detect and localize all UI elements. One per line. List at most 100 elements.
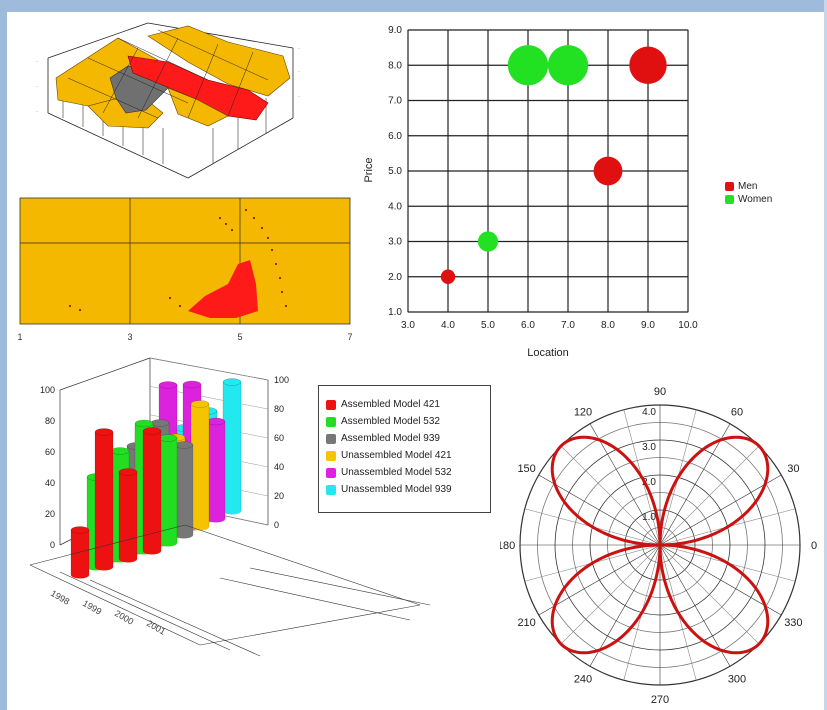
bar3d-bar-top-s3-c3 [150,419,170,427]
polar-angle-label: 210 [517,617,535,629]
bar3d-bar-top-s4-c4 [190,400,210,408]
contour-red-region [188,260,258,318]
bar3d-legend-item-5: Unassembled Model 532 [326,464,490,481]
bar3d-bar-base-s6-c4 [223,507,241,515]
bar3d-chart: 0 0 20 20 40 40 60 60 80 80 100 100 1998 1999 2000 … [29,357,431,657]
bubble-points [440,45,667,284]
polar-spoke [560,544,661,645]
bar3d-z-tick-right: 80 [274,404,284,414]
bubble-men-2 [629,46,667,84]
polar-angle-label: 270 [651,694,669,705]
contour-x-tick-1: 1 [17,332,22,342]
bar3d-bar-base-s5-c4 [207,515,225,523]
svg-text:1998: 1998 [49,588,71,607]
bar3d-legend-swatch-4 [326,450,336,461]
bar3d-z-tick-left: 100 [40,385,55,395]
bar3d-bar-base-s1-c2 [95,563,113,571]
bar3d-bar-base-s1-c1 [71,571,89,579]
polar-chart: 0 30 60 90 120 150 180 210 240 270 300 330 1.0 2.0 3.… [500,386,817,705]
bar3d-bar-s1-c3 [118,471,138,560]
bar3d-legend: Assembled Model 421 Assembled Model 532 … [318,385,491,513]
bar3d-bar-top-s1-c2 [94,428,114,436]
bubble-legend-swatch-women [725,195,734,204]
polar-spoke [538,474,661,546]
bar3d-legend-label-2: Assembled Model 532 [341,416,440,427]
svg-text:·: · [298,69,300,75]
polar-r-label: 3.0 [642,442,656,453]
bar3d-z-tick-right: 60 [274,433,284,443]
polar-spoke [659,445,760,546]
svg-text:·: · [298,46,300,52]
surface-mesh [67,29,269,119]
contour-plot-area [19,197,351,325]
bar3d-bars [70,378,242,579]
bubble-men-0 [440,269,456,284]
bubble-y-tick: 6.0 [388,131,402,142]
bar3d-z-tick-left: 80 [45,416,55,426]
polar-spoke [560,445,661,546]
bubble-x-ticks: 3.0 4.0 5.0 6.0 7.0 8.0 9.0 10.0 [401,320,698,331]
bar3d-bar-base-s1-c4 [143,547,161,555]
bar3d-z-tick-right: 100 [274,375,289,385]
polar-curve [550,435,770,655]
polar-angle-label: 240 [574,673,592,685]
bar3d-bar-top-s1-c4 [142,427,162,435]
bubble-y-tick: 5.0 [388,166,402,177]
bar3d-legend-label-6: Unassembled Model 939 [341,484,452,495]
bar3d-bar-s4-c4 [190,403,210,528]
svg-text:2001: 2001 [145,618,167,637]
bar3d-z-tick-left: 60 [45,447,55,457]
bar3d-legend-item-4: Unassembled Model 421 [326,447,490,464]
contour-x-tick-5: 5 [237,332,242,342]
bar3d-legend-item-1: Assembled Model 421 [326,396,490,413]
bar3d-grid-line [149,357,269,381]
bubble-x-tick: 4.0 [441,320,455,331]
bubble-legend-item-men: Men [725,180,772,193]
bar3d-bar-s1-c1 [70,529,90,576]
svg-text:1999: 1999 [81,598,103,617]
bubble-x-tick: 9.0 [641,320,655,331]
window-frame-top [0,0,827,12]
polar-spoke [538,544,661,616]
bubble-legend-swatch-men [725,182,734,191]
bubble-x-tick: 8.0 [601,320,615,331]
bubble-women-1 [507,45,549,86]
bubble-chart: 3.0 4.0 5.0 6.0 7.0 8.0 9.0 10.0 1.0 2.0 3.0 4.0 5.… [363,25,698,359]
contour-x-tick-3: 3 [127,332,132,342]
contour-x-ticks: 1 3 5 7 [17,332,352,342]
bar3d-bar-base-s1-c3 [119,555,137,563]
contour-2d-chart: 1 3 5 7 [17,197,353,342]
window-frame-right [824,0,827,710]
bar3d-bar-top-s5-c3 [182,380,202,389]
bar3d-legend-swatch-2 [326,416,336,427]
contour-x-tick-7: 7 [347,332,352,342]
polar-r-label: 4.0 [642,407,656,418]
bar3d-bar-top-s2-c4 [158,434,178,442]
polar-angle-label: 330 [784,617,802,629]
bar3d-bar-s1-c4 [142,430,162,552]
bar3d-bar-top-s2-c2 [110,447,130,455]
polar-spoke [659,474,782,546]
surface-yellow-right [147,25,291,97]
bubble-x-tick: 10.0 [678,320,698,331]
bubble-y-tick: 8.0 [388,60,402,71]
bubble-legend-label-women: Women [738,194,773,205]
bar3d-z-tick-left: 0 [50,540,55,550]
contour-dots [69,209,287,311]
svg-text:·: · [298,94,300,100]
polar-angle-label: 60 [731,407,743,419]
bar3d-legend-item-3: Assembled Model 939 [326,430,490,447]
svg-text:2000: 2000 [113,608,135,627]
bar3d-bar-base-s4-c4 [191,523,209,531]
bar3d-bar-base-s2-c4 [159,539,177,547]
bar3d-category-labels: 1998 1999 2000 2001 [49,588,167,637]
bar3d-legend-item-2: Assembled Model 532 [326,413,490,430]
bar3d-legend-swatch-3 [326,433,336,444]
polar-spoke [589,423,661,546]
bar3d-z-tick-right: 0 [274,520,279,530]
bubble-y-tick: 7.0 [388,96,402,107]
bubble-y-axis-label: Price [363,157,375,182]
bar3d-legend-label-4: Unassembled Model 421 [341,450,452,461]
bubble-x-tick: 6.0 [521,320,535,331]
polar-spoke [589,544,661,667]
